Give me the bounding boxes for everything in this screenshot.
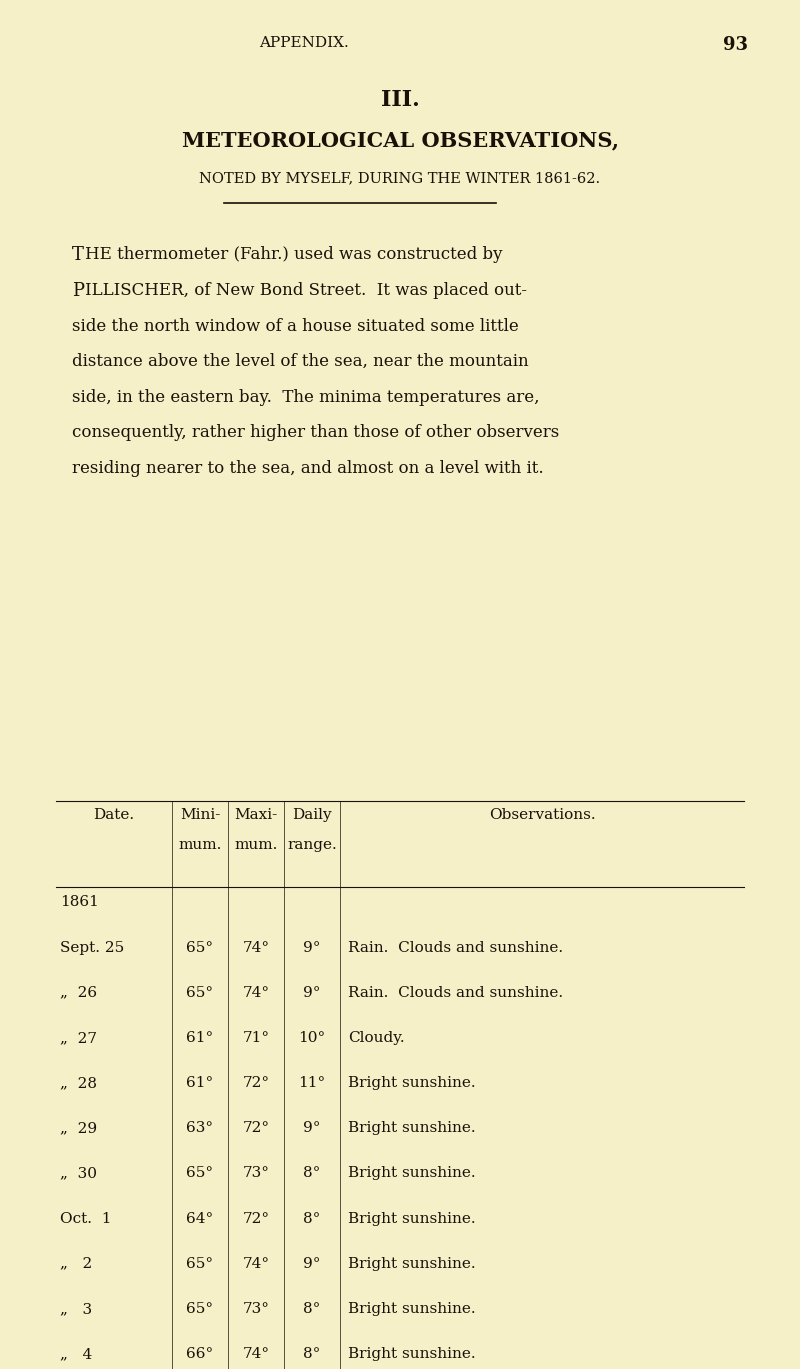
Text: mum.: mum. xyxy=(234,838,278,852)
Text: Bright sunshine.: Bright sunshine. xyxy=(348,1121,476,1135)
Text: P: P xyxy=(72,282,84,300)
Text: 71°: 71° xyxy=(242,1031,270,1045)
Text: Sept. 25: Sept. 25 xyxy=(60,941,124,954)
Text: mum.: mum. xyxy=(178,838,222,852)
Text: „   3: „ 3 xyxy=(60,1302,92,1316)
Text: 8°: 8° xyxy=(303,1166,321,1180)
Text: 74°: 74° xyxy=(242,1347,270,1361)
Text: 93: 93 xyxy=(723,36,749,53)
Text: METEOROLOGICAL OBSERVATIONS,: METEOROLOGICAL OBSERVATIONS, xyxy=(182,130,618,151)
Text: 73°: 73° xyxy=(242,1302,270,1316)
Text: 61°: 61° xyxy=(186,1076,214,1090)
Text: 9°: 9° xyxy=(303,1121,321,1135)
Text: 73°: 73° xyxy=(242,1166,270,1180)
Text: 8°: 8° xyxy=(303,1212,321,1225)
Text: Bright sunshine.: Bright sunshine. xyxy=(348,1212,476,1225)
Text: Bright sunshine.: Bright sunshine. xyxy=(348,1076,476,1090)
Text: side the north window of a house situated some little: side the north window of a house situate… xyxy=(72,318,518,334)
Text: 74°: 74° xyxy=(242,1257,270,1270)
Text: III.: III. xyxy=(381,89,419,111)
Text: 66°: 66° xyxy=(186,1347,214,1361)
Text: Observations.: Observations. xyxy=(489,808,595,821)
Text: 9°: 9° xyxy=(303,1257,321,1270)
Text: residing nearer to the sea, and almost on a level with it.: residing nearer to the sea, and almost o… xyxy=(72,460,544,476)
Text: 11°: 11° xyxy=(298,1076,326,1090)
Text: Rain.  Clouds and sunshine.: Rain. Clouds and sunshine. xyxy=(348,986,563,999)
Text: 72°: 72° xyxy=(242,1076,270,1090)
Text: 1861: 1861 xyxy=(60,895,99,909)
Text: 65°: 65° xyxy=(186,986,214,999)
Text: NOTED BY MYSELF, DURING THE WINTER 1861-62.: NOTED BY MYSELF, DURING THE WINTER 1861-… xyxy=(199,171,601,185)
Text: range.: range. xyxy=(287,838,337,852)
Text: Cloudy.: Cloudy. xyxy=(348,1031,405,1045)
Text: distance above the level of the sea, near the mountain: distance above the level of the sea, nea… xyxy=(72,353,529,370)
Text: 72°: 72° xyxy=(242,1212,270,1225)
Text: 74°: 74° xyxy=(242,986,270,999)
Text: 9°: 9° xyxy=(303,941,321,954)
Text: 8°: 8° xyxy=(303,1302,321,1316)
Text: Bright sunshine.: Bright sunshine. xyxy=(348,1257,476,1270)
Text: Date.: Date. xyxy=(94,808,134,821)
Text: 10°: 10° xyxy=(298,1031,326,1045)
Text: side, in the eastern bay.  The minima temperatures are,: side, in the eastern bay. The minima tem… xyxy=(72,389,539,405)
Text: 64°: 64° xyxy=(186,1212,214,1225)
Text: 8°: 8° xyxy=(303,1347,321,1361)
Text: „  27: „ 27 xyxy=(60,1031,97,1045)
Text: consequently, rather higher than those of other observers: consequently, rather higher than those o… xyxy=(72,424,559,441)
Text: 65°: 65° xyxy=(186,1302,214,1316)
Text: Bright sunshine.: Bright sunshine. xyxy=(348,1347,476,1361)
Text: 9°: 9° xyxy=(303,986,321,999)
Text: „   4: „ 4 xyxy=(60,1347,92,1361)
Text: 65°: 65° xyxy=(186,941,214,954)
Text: „   2: „ 2 xyxy=(60,1257,92,1270)
Text: „  29: „ 29 xyxy=(60,1121,97,1135)
Text: Mini-: Mini- xyxy=(180,808,220,821)
Text: „  30: „ 30 xyxy=(60,1166,97,1180)
Text: Daily: Daily xyxy=(292,808,332,821)
Text: Bright sunshine.: Bright sunshine. xyxy=(348,1166,476,1180)
Text: HE thermometer (Fahr.) used was constructed by: HE thermometer (Fahr.) used was construc… xyxy=(85,246,502,263)
Text: T: T xyxy=(72,246,84,264)
Text: „  28: „ 28 xyxy=(60,1076,97,1090)
Text: APPENDIX.: APPENDIX. xyxy=(259,36,349,49)
Text: „  26: „ 26 xyxy=(60,986,97,999)
Text: Maxi-: Maxi- xyxy=(234,808,278,821)
Text: 74°: 74° xyxy=(242,941,270,954)
Text: Oct.  1: Oct. 1 xyxy=(60,1212,111,1225)
Text: 65°: 65° xyxy=(186,1257,214,1270)
Text: ILLISCHER, of New Bond Street.  It was placed out-: ILLISCHER, of New Bond Street. It was pl… xyxy=(85,282,526,298)
Text: 72°: 72° xyxy=(242,1121,270,1135)
Text: 61°: 61° xyxy=(186,1031,214,1045)
Text: 63°: 63° xyxy=(186,1121,214,1135)
Text: Bright sunshine.: Bright sunshine. xyxy=(348,1302,476,1316)
Text: 65°: 65° xyxy=(186,1166,214,1180)
Text: Rain.  Clouds and sunshine.: Rain. Clouds and sunshine. xyxy=(348,941,563,954)
